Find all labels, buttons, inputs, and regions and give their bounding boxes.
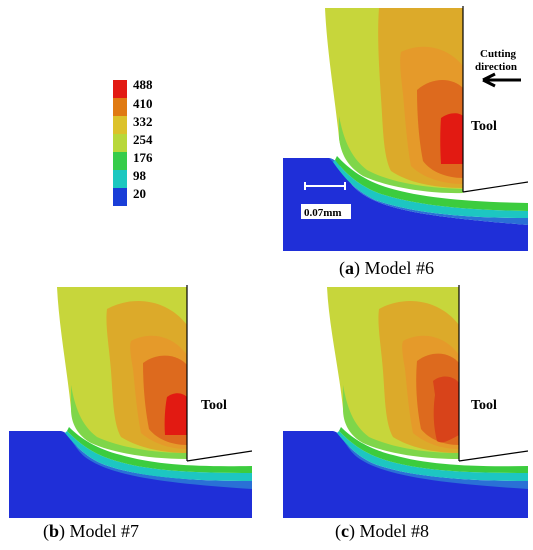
- legend-swatch: [113, 98, 127, 116]
- legend-swatch: [113, 80, 127, 98]
- caption-a: (a) Model #6: [339, 258, 434, 278]
- contour-band: [339, 116, 463, 194]
- legend-value: 254: [133, 132, 153, 147]
- contour-band: [333, 160, 528, 218]
- workpiece-region: [283, 158, 528, 251]
- legend-swatch: [113, 152, 127, 170]
- hot-zone: [164, 393, 187, 435]
- legend-value: 332: [133, 114, 153, 129]
- contour-band: [337, 431, 528, 481]
- contour-panel-b: Tool: [9, 285, 252, 518]
- legend-value: 98: [133, 168, 146, 183]
- contour-band: [67, 427, 252, 473]
- legend-swatch: [113, 134, 127, 152]
- legend-swatch: [113, 188, 127, 206]
- tool-label: Tool: [201, 398, 227, 413]
- contour-band: [71, 385, 187, 459]
- legend-value: 176: [133, 150, 153, 165]
- contour-panel-c: Tool: [283, 285, 528, 518]
- scale-label: 0.07mm: [304, 207, 342, 219]
- contour-band: [333, 431, 528, 489]
- hot-zone: [433, 376, 459, 443]
- contour-panel-a: Tool Cutting direction 0.07mm: [283, 6, 528, 251]
- tool-label: Tool: [471, 398, 497, 413]
- contour-band: [339, 427, 528, 473]
- legend-swatch: [113, 170, 127, 188]
- caption-b: (b) Model #7: [43, 521, 140, 541]
- direction-arrow: [482, 72, 521, 88]
- scale-bar: [304, 182, 346, 190]
- scale-label-box: [301, 204, 351, 219]
- legend-swatch: [113, 116, 127, 134]
- legend-value: 20: [133, 186, 146, 201]
- contour-band: [343, 385, 459, 459]
- contour-band: [329, 158, 528, 225]
- temperature-legend: 488 410 332 254 176 98 20: [113, 77, 193, 206]
- hot-zone: [440, 113, 463, 164]
- caption-c: (c) Model #8: [335, 521, 429, 541]
- legend-value: 410: [133, 96, 153, 111]
- direction-label: Cutting: [480, 48, 517, 60]
- legend-value: 488: [133, 77, 153, 92]
- contour-band: [61, 431, 252, 489]
- contour-band: [335, 156, 528, 211]
- tool-label: Tool: [471, 119, 497, 134]
- contour-band: [65, 431, 252, 481]
- direction-label: direction: [475, 61, 517, 73]
